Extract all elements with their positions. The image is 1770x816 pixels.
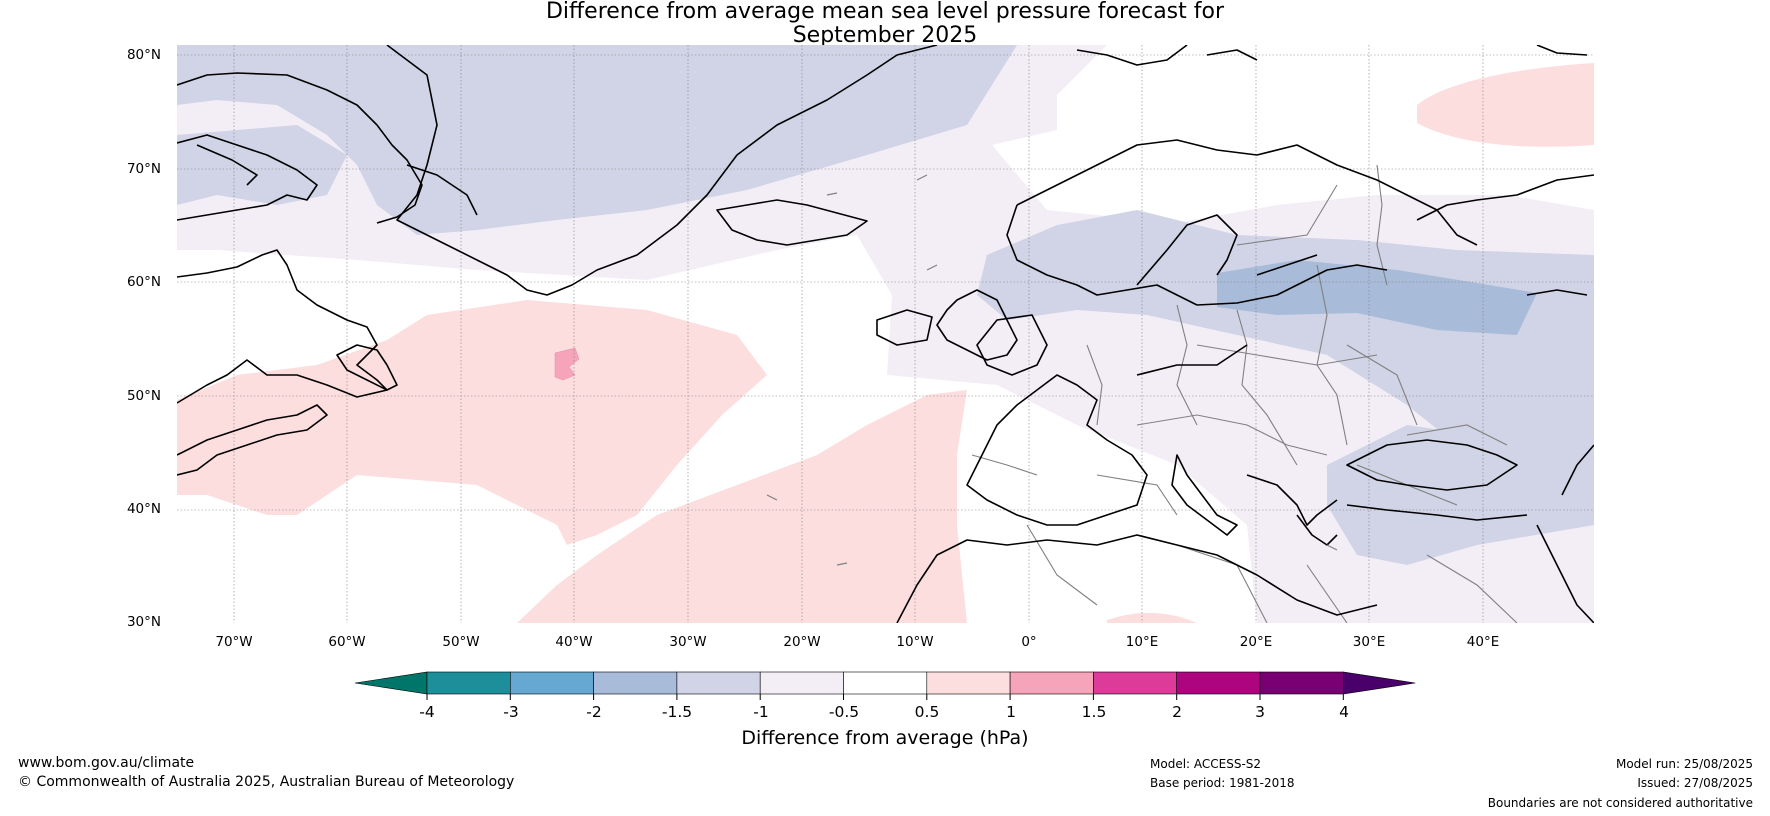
colorbar-tick-label: 0.5 bbox=[914, 703, 940, 721]
colorbar-segment bbox=[843, 671, 928, 695]
lon-label-30w: 30°W bbox=[669, 634, 707, 650]
minor-islands bbox=[766, 174, 1338, 566]
colorbar-extend-high bbox=[1342, 671, 1416, 695]
colorbar-tick-label: 4 bbox=[1339, 703, 1349, 721]
lon-label-40e: 40°E bbox=[1466, 634, 1500, 650]
graticule bbox=[177, 45, 1594, 623]
colorbar-tick-label: 1.5 bbox=[1081, 703, 1107, 721]
colorbar-segment bbox=[759, 671, 844, 695]
colorbar-extend-low bbox=[354, 671, 428, 695]
colorbar-tick-label: -1.5 bbox=[661, 703, 693, 721]
lat-label-60n: 60°N bbox=[126, 274, 161, 290]
anomaly-zone-pink-africa bbox=[1107, 612, 1197, 623]
anomaly-zone-blue-greenland bbox=[177, 45, 1017, 235]
anomaly-zone-pink-barents bbox=[1417, 63, 1594, 147]
title-line-1: Difference from average mean sea level p… bbox=[545, 0, 1225, 24]
lat-label-70n: 70°N bbox=[126, 161, 161, 177]
colorbar bbox=[354, 671, 1416, 700]
colorbar-tick-label: -2 bbox=[586, 703, 602, 721]
lon-label-70w: 70°W bbox=[215, 634, 253, 650]
colorbar-tick-label: -3 bbox=[503, 703, 519, 721]
lon-label-0: 0° bbox=[1021, 634, 1037, 650]
colorbar-tick-label: -4 bbox=[419, 703, 435, 721]
colorbar-segment bbox=[1093, 671, 1178, 695]
anomaly-zone-blue-west bbox=[177, 125, 347, 205]
map-title: Difference from average mean sea level p… bbox=[0, 0, 1770, 48]
coastlines bbox=[177, 45, 1594, 623]
lon-label-20e: 20°E bbox=[1239, 634, 1273, 650]
anomaly-zone-blue-mediterranean bbox=[1327, 425, 1594, 565]
anomaly-zone-pink-atlantic bbox=[177, 300, 767, 545]
lon-label-20w: 20°W bbox=[783, 634, 821, 650]
lon-label-30e: 30°E bbox=[1352, 634, 1386, 650]
lon-label-10e: 10°E bbox=[1125, 634, 1159, 650]
lat-label-40n: 40°N bbox=[126, 501, 161, 517]
colorbar-segment bbox=[510, 671, 594, 695]
anomaly-zone-pink-azores bbox=[517, 390, 967, 623]
lon-label-60w: 60°W bbox=[328, 634, 366, 650]
colorbar-segment bbox=[926, 671, 1011, 695]
copyright-text: © Commonwealth of Australia 2025, Austra… bbox=[18, 774, 515, 790]
colorbar-label: Difference from average (hPa) bbox=[741, 727, 1029, 749]
colorbar-segment bbox=[1259, 671, 1344, 695]
colorbar-segment bbox=[1176, 671, 1261, 695]
colorbar-segment bbox=[593, 671, 678, 695]
colorbar-tick-label: -1 bbox=[753, 703, 769, 721]
lat-label-80n: 80°N bbox=[126, 47, 161, 63]
colorbar-segment bbox=[1009, 671, 1094, 695]
anomaly-zone-strong-pink bbox=[554, 347, 580, 381]
anomaly-zone-steelblue-baltic bbox=[1217, 260, 1537, 335]
colorbar-tick-label: -0.5 bbox=[828, 703, 860, 721]
base-period-text: Base period: 1981-2018 bbox=[1150, 776, 1295, 790]
lon-label-50w: 50°W bbox=[442, 634, 480, 650]
lon-label-10w: 10°W bbox=[896, 634, 934, 650]
country-borders bbox=[971, 164, 1518, 623]
lat-label-50n: 50°N bbox=[126, 388, 161, 404]
issued-text: Issued: 27/08/2025 bbox=[1637, 776, 1753, 790]
title-line-2: September 2025 bbox=[792, 23, 978, 48]
colorbar-tick-label: 2 bbox=[1172, 703, 1182, 721]
colorbar-tick-label: 1 bbox=[1006, 703, 1016, 721]
lat-label-30n: 30°N bbox=[126, 614, 161, 630]
disclaimer-text: Boundaries are not considered authoritat… bbox=[1487, 796, 1753, 810]
model-run-text: Model run: 25/08/2025 bbox=[1615, 757, 1753, 771]
lon-label-40w: 40°W bbox=[555, 634, 593, 650]
colorbar-segment bbox=[426, 671, 511, 695]
colorbar-segment bbox=[676, 671, 761, 695]
website-text: www.bom.gov.au/climate bbox=[18, 755, 195, 771]
model-text: Model: ACCESS-S2 bbox=[1150, 757, 1262, 771]
colorbar-tick-label: 3 bbox=[1255, 703, 1265, 721]
pressure-anomaly-map bbox=[177, 45, 1594, 623]
